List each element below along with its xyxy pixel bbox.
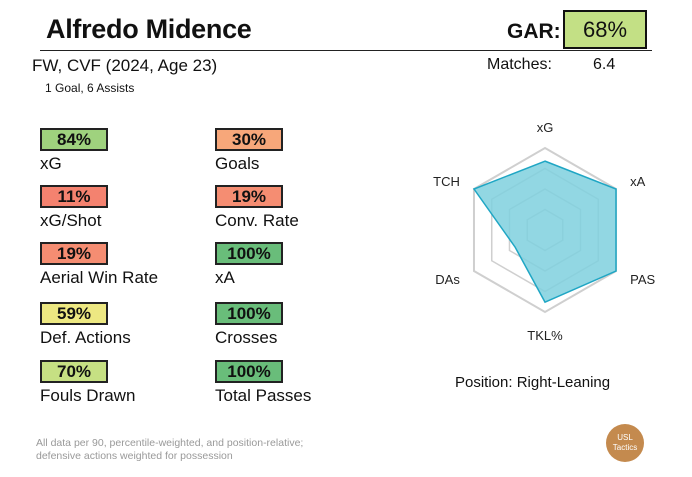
- stat-item: 11% xG/Shot: [40, 185, 108, 231]
- logo-line-2: Tactics: [612, 443, 638, 452]
- stat-item: 84% xG: [40, 128, 108, 174]
- radar-axis-label: TKL%: [527, 328, 563, 343]
- player-name: Alfredo Midence: [46, 14, 252, 44]
- logo-line-1: USL: [617, 433, 633, 442]
- stat-label: Fouls Drawn: [40, 386, 136, 405]
- stat-item: 30% Goals: [215, 128, 283, 174]
- stat-label: Total Passes: [215, 386, 312, 405]
- stat-item: 100% Crosses: [215, 302, 283, 348]
- stat-label: Aerial Win Rate: [40, 268, 159, 287]
- radar-axis-label: TCH: [433, 174, 460, 189]
- stat-label: Crosses: [215, 328, 278, 347]
- stat-item: 59% Def. Actions: [40, 302, 131, 348]
- usl-tactics-logo: USL Tactics: [606, 424, 644, 462]
- radar-shape: [472, 160, 617, 304]
- stat-value-badge: 30%: [215, 128, 283, 151]
- stat-value-badge: 100%: [215, 242, 283, 265]
- goals-assists-summary: 1 Goal, 6 Assists: [45, 81, 135, 95]
- stat-value-badge: 70%: [40, 360, 108, 383]
- matches-label: Matches:: [487, 56, 552, 73]
- stat-item: 19% Aerial Win Rate: [40, 242, 158, 288]
- stat-label: Def. Actions: [40, 328, 131, 347]
- stat-value-badge: 100%: [215, 302, 283, 325]
- stat-value-badge: 100%: [215, 360, 283, 383]
- radar-axis-labels: xG xA PAS TKL% DAs TCH: [433, 120, 655, 343]
- stat-value-badge: 19%: [215, 185, 283, 208]
- position-label: Position: Right-Leaning: [455, 374, 611, 391]
- radar-axis-label: xG: [537, 120, 554, 135]
- footer-line-2: defensive actions weighted for possessio…: [36, 450, 233, 462]
- stat-item: 70% Fouls Drawn: [40, 360, 135, 406]
- radar-axis-label: PAS: [630, 272, 655, 287]
- footer-line-1: All data per 90, percentile-weighted, an…: [36, 437, 304, 449]
- stat-value-badge: 84%: [40, 128, 108, 151]
- stat-label: Conv. Rate: [215, 211, 299, 230]
- radar-axis-label: xA: [630, 174, 646, 189]
- radar-axis-label: DAs: [435, 272, 460, 287]
- stat-item: 100% xA: [215, 242, 283, 288]
- stat-label: xG: [40, 154, 62, 173]
- footer-note: All data per 90, percentile-weighted, an…: [36, 437, 356, 463]
- stat-value-badge: 59%: [40, 302, 108, 325]
- stat-label: xG/Shot: [40, 211, 102, 230]
- stat-item: 19% Conv. Rate: [215, 185, 299, 231]
- player-subtitle: FW, CVF (2024, Age 23): [32, 56, 218, 75]
- gar-value-badge: 68%: [563, 10, 647, 49]
- stat-label: Goals: [215, 154, 260, 173]
- radar-chart: xG xA PAS TKL% DAs TCH: [433, 120, 655, 343]
- stat-label: xA: [215, 268, 235, 287]
- stat-value-badge: 11%: [40, 185, 108, 208]
- stat-value-badge: 19%: [40, 242, 108, 265]
- matches-value: 6.4: [593, 56, 616, 73]
- stat-item: 100% Total Passes: [215, 360, 311, 406]
- gar-label: GAR:: [507, 20, 561, 43]
- title-divider: [40, 50, 652, 51]
